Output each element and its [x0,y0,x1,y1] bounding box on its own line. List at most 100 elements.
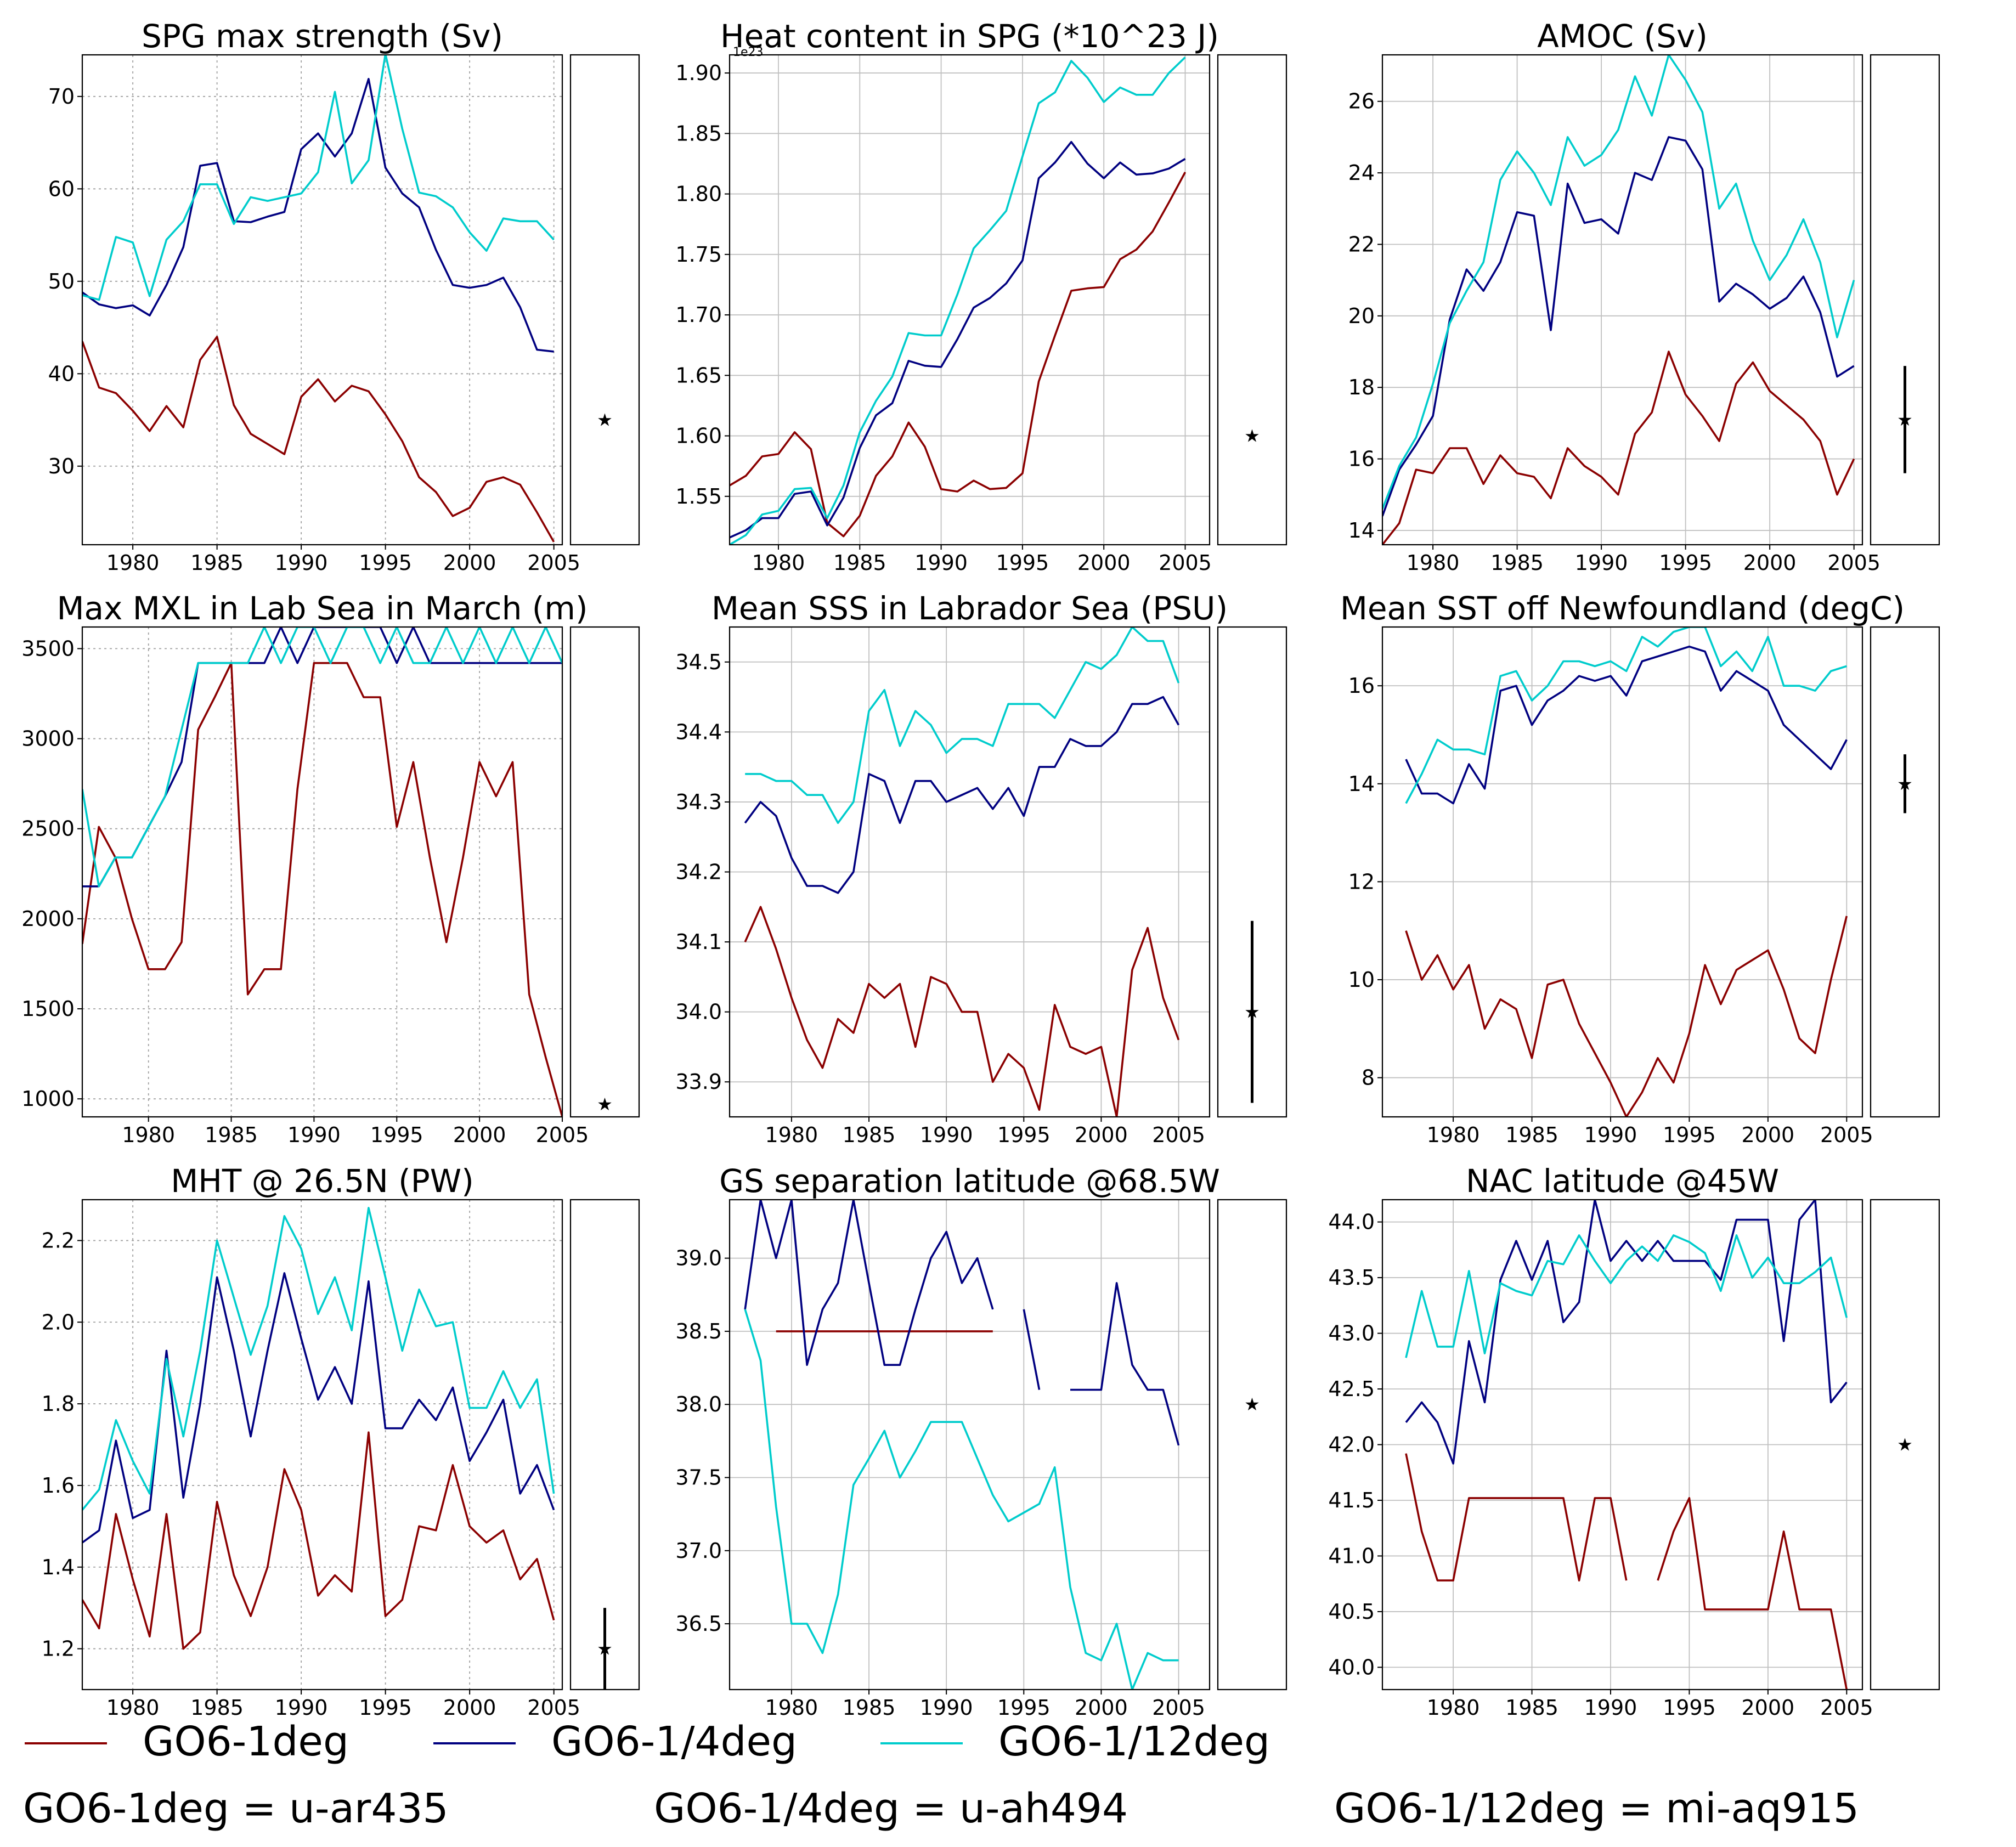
x-tick-label: 1995 [1663,1696,1716,1720]
x-tick-label: 1985 [1490,551,1544,575]
obs-star: ★ [1244,426,1260,447]
x-tick-label: 2000 [1075,1123,1128,1147]
panel-title: SPG max strength (Sv) [142,18,503,55]
y-tick-label: 14 [1348,518,1375,543]
y-tick-label: 40.0 [1328,1655,1375,1679]
panel-title: Max MXL in Lab Sea in March (m) [57,590,588,627]
series-line [1405,1453,1848,1690]
series-line [82,662,562,1117]
x-tick-label: 2000 [1075,1696,1128,1720]
chart-panel: 1980 1985 1990 1995 2000 2005 1.2 1.4 1.6 1.8 2.0 2… [42,1162,640,1720]
chart-panel: 1980 1985 1990 1995 2000 2005 36.5 37.0 37.5 38.0… [675,1162,1287,1720]
y-tick-label: 30 [48,454,75,478]
y-tick-label: 1.8 [42,1392,75,1416]
y-tick-label: 43.0 [1328,1321,1375,1346]
obs-star: ★ [1244,1394,1260,1415]
y-tick-label: 8 [1362,1066,1375,1090]
x-tick-label: 2005 [1159,551,1212,575]
series-line [1405,627,1847,804]
chart-panel: 1980 1985 1990 1995 2000 2005 33.9 34.0 34.1 34.2… [675,590,1287,1147]
x-tick-label: 2000 [443,1696,496,1720]
x-tick-label: 1995 [359,551,412,575]
x-tick-label: 2000 [1743,551,1797,575]
y-tick-label: 1.65 [675,363,722,387]
y-tick-label: 1.90 [675,61,722,85]
footer: GO6-1deg = u-ar435 GO6-1/4deg = u-ah494 GO… [23,1785,1859,1832]
y-tick-label: 1.70 [675,303,722,327]
y-tick-label: 34.3 [675,790,722,814]
obs-star: ★ [1897,409,1913,430]
series-line [744,1309,1179,1690]
chart-panel: 1980 1985 1990 1995 2000 2005 14 16 18 20 22 24 26 AM… [1348,18,1940,575]
x-tick-label: 1985 [190,551,244,575]
y-tick-label: 3000 [21,727,75,751]
x-tick-label: 1980 [765,1696,818,1720]
y-tick-label: 43.5 [1328,1266,1375,1290]
obs-star: ★ [597,410,613,431]
y-tick-label: 2.2 [42,1228,75,1252]
y-tick-label: 1.4 [42,1555,75,1579]
x-tick-label: 2005 [527,551,580,575]
x-tick-label: 1995 [1663,1123,1716,1147]
y-tick-label: 1.80 [675,182,722,206]
obs-frame [569,626,640,1118]
y-tick-label: 1.60 [675,424,722,448]
x-tick-label: 1995 [1659,551,1712,575]
y-tick-label: 39.0 [675,1246,722,1270]
y-tick-label: 1500 [21,997,75,1021]
series-line [82,627,562,888]
series-group [1382,55,1855,545]
x-tick-label: 1990 [275,551,328,575]
y-tick-label: 2.0 [42,1310,75,1334]
y-tick-label: 42.5 [1328,1377,1375,1401]
footer-text: GO6-1/4deg = u-ah494 [654,1785,1128,1832]
series-group [82,627,562,1117]
y-tick-label: 44.0 [1328,1210,1375,1234]
x-tick-label: 1990 [920,1123,973,1147]
x-tick-label: 1990 [914,551,968,575]
y-tick-label: 26 [1348,89,1375,114]
y-tick-label: 1.75 [675,242,722,267]
series-group [744,1200,1180,1690]
y-tick-label: 34.4 [675,720,722,744]
series-group [82,55,555,543]
x-tick-label: 1990 [1584,1696,1637,1720]
panel-title: GS separation latitude @68.5W [719,1162,1220,1200]
y-tick-label: 18 [1348,375,1375,399]
x-tick-label: 1985 [1505,1123,1558,1147]
panel-title: MHT @ 26.5N (PW) [171,1162,474,1200]
x-tick-label: 2000 [1077,551,1131,575]
series-line [730,141,1186,539]
series-line [82,627,562,888]
chart-panel: 1980 1985 1990 1995 2000 2005 40.0 40.5 41.0 41.5… [1328,1162,1940,1720]
panel-title: NAC latitude @45W [1466,1162,1779,1200]
x-tick-label: 1980 [752,551,805,575]
chart-panel: 1980 1985 1990 1995 2000 2005 8 10 12 14 16 Mean SS… [1340,590,1940,1147]
y-tick-label: 1.2 [42,1637,75,1661]
x-tick-label: 2005 [1820,1696,1873,1720]
plot-frame [729,54,1211,546]
obs-star: ★ [597,1639,613,1659]
x-tick-label: 1985 [833,551,886,575]
series-group [82,1207,555,1650]
chart-panel: 1980 1985 1990 1995 2000 2005 1000 1500 2000 2500… [21,590,640,1147]
y-tick-label: 1.55 [675,484,722,509]
obs-frame [1217,54,1287,546]
x-tick-label: 1980 [106,551,160,575]
y-tick-label: 12 [1348,869,1375,894]
x-tick-label: 1985 [1505,1696,1558,1720]
x-tick-label: 2005 [1827,551,1881,575]
x-tick-label: 2000 [453,1123,506,1147]
y-tick-label: 60 [48,177,75,201]
panel-title: Mean SST off Newfoundland (degC) [1340,590,1905,627]
y-tick-label: 14 [1348,772,1375,796]
legend-label: GO6-1/12deg [998,1718,1270,1765]
obs-star: ★ [1897,1434,1913,1455]
x-tick-label: 1995 [997,1123,1051,1147]
obs-frame [569,54,640,546]
offset-text: 1e23 [733,46,764,59]
plot-frame [1381,1199,1863,1691]
legend-label: GO6-1deg [143,1718,349,1765]
y-tick-label: 42.0 [1328,1433,1375,1457]
